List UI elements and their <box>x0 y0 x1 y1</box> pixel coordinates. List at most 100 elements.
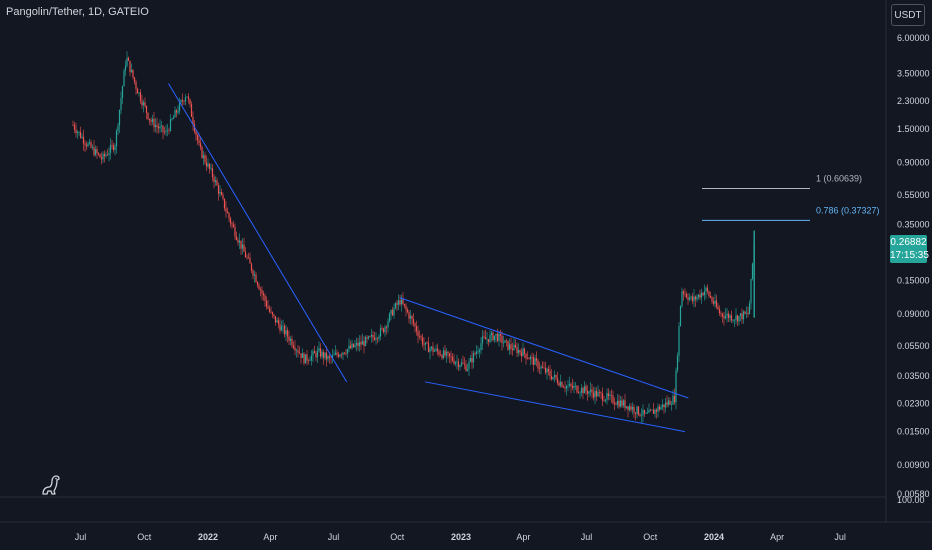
currency-button[interactable]: USDT <box>891 4 925 26</box>
candle-body <box>310 355 313 361</box>
candle-body <box>240 240 242 249</box>
candle-body <box>673 395 676 403</box>
candle-body <box>357 342 359 347</box>
candle-body <box>534 358 536 365</box>
time-tick-label: Oct <box>643 532 658 542</box>
candle-body <box>375 338 377 340</box>
price-tick-label: 0.05500 <box>897 341 930 351</box>
candle-body <box>130 69 133 73</box>
candle-body <box>496 333 499 341</box>
candle-body <box>697 294 700 298</box>
candle-body <box>360 341 362 345</box>
candle-body <box>475 351 478 354</box>
candle-body <box>337 354 340 357</box>
candle-body <box>204 155 206 163</box>
candle-body <box>93 147 95 155</box>
candle-body <box>208 163 211 169</box>
candle-body <box>72 124 74 126</box>
candle-body <box>597 392 599 397</box>
candle-body <box>655 409 658 412</box>
candle-body <box>549 371 551 376</box>
candle-body <box>301 353 304 358</box>
candle-body <box>454 362 457 364</box>
candle-body <box>598 392 601 393</box>
candle-body <box>282 325 284 327</box>
candle-body <box>700 293 703 298</box>
candle-body <box>406 309 409 313</box>
candle-body <box>721 313 724 317</box>
candle-body <box>634 412 637 414</box>
candle-body <box>412 319 415 324</box>
tradingview-logo-icon[interactable] <box>38 472 64 498</box>
candle-body <box>112 145 115 150</box>
candle-body <box>118 109 121 126</box>
candle-body <box>411 315 413 320</box>
time-tick-label: Apr <box>770 532 784 542</box>
candle-body <box>123 70 125 87</box>
candle-body <box>691 296 694 302</box>
candle-body <box>504 340 506 343</box>
candle-body <box>441 355 443 359</box>
candle-body <box>277 320 280 325</box>
candle-body <box>577 392 580 393</box>
candle-body <box>394 303 397 309</box>
price-tick-label: 0.00580 <box>897 489 930 499</box>
candle-body <box>543 367 545 369</box>
candle-body <box>136 88 139 94</box>
candle-body <box>526 358 529 359</box>
candle-body <box>501 335 503 344</box>
candle-body <box>127 57 130 61</box>
candle-body <box>306 354 308 361</box>
candle-body <box>726 313 728 316</box>
candle-body <box>241 244 244 249</box>
candle-body <box>252 270 254 276</box>
time-scale[interactable]: Jul Oct 2022 Apr Jul Oct 2023 Apr Jul Oct 2024 Apr J… <box>75 532 846 542</box>
time-tick-label: Jul <box>834 532 846 542</box>
candle-body <box>223 198 226 209</box>
candle-body <box>279 324 281 331</box>
candle-body <box>213 177 215 183</box>
candle-body <box>487 339 490 342</box>
candle-body <box>346 349 349 354</box>
candle-body <box>274 316 277 323</box>
candle-body <box>565 386 568 389</box>
candle-body <box>600 392 602 394</box>
time-tick-label: Oct <box>137 532 152 542</box>
candle-body <box>748 303 751 315</box>
candle-body <box>199 143 202 148</box>
price-scale[interactable]: 6.00000 3.50000 2.30000 1.50000 0.90000 0.550… <box>897 33 930 505</box>
trendlines-layer <box>168 83 689 433</box>
candle-body <box>753 230 755 318</box>
candle-body <box>336 352 338 355</box>
candle-body <box>535 358 538 361</box>
candle-body <box>544 367 547 373</box>
candle-body <box>678 326 680 356</box>
candle-body <box>261 290 263 294</box>
current-price-badge: 0.26882 17:15:35 <box>890 235 929 263</box>
candle-body <box>292 345 295 348</box>
candle-body <box>385 326 388 328</box>
candle-body <box>471 358 473 363</box>
candle-body <box>489 335 491 342</box>
candle-body <box>495 333 497 336</box>
candle-body <box>709 295 712 298</box>
candle-body <box>519 350 521 353</box>
time-tick-label: Jul <box>581 532 593 542</box>
candle-body <box>499 333 502 336</box>
candle-body <box>529 357 532 360</box>
candle-body <box>685 294 688 298</box>
symbol-title[interactable]: Pangolin/Tether, 1D, GATEIO <box>6 6 149 18</box>
candle-body <box>594 390 596 398</box>
candle-body <box>243 244 245 252</box>
candle-body <box>321 351 323 357</box>
candle-body <box>105 154 107 157</box>
candle-body <box>372 335 374 338</box>
candle-body <box>708 291 710 296</box>
price-tick-label: 0.90000 <box>897 158 930 168</box>
candle-body <box>343 352 346 354</box>
candle-body <box>79 131 82 138</box>
candle-body <box>682 291 685 294</box>
candle-body <box>174 110 176 118</box>
candle-body <box>156 125 158 127</box>
